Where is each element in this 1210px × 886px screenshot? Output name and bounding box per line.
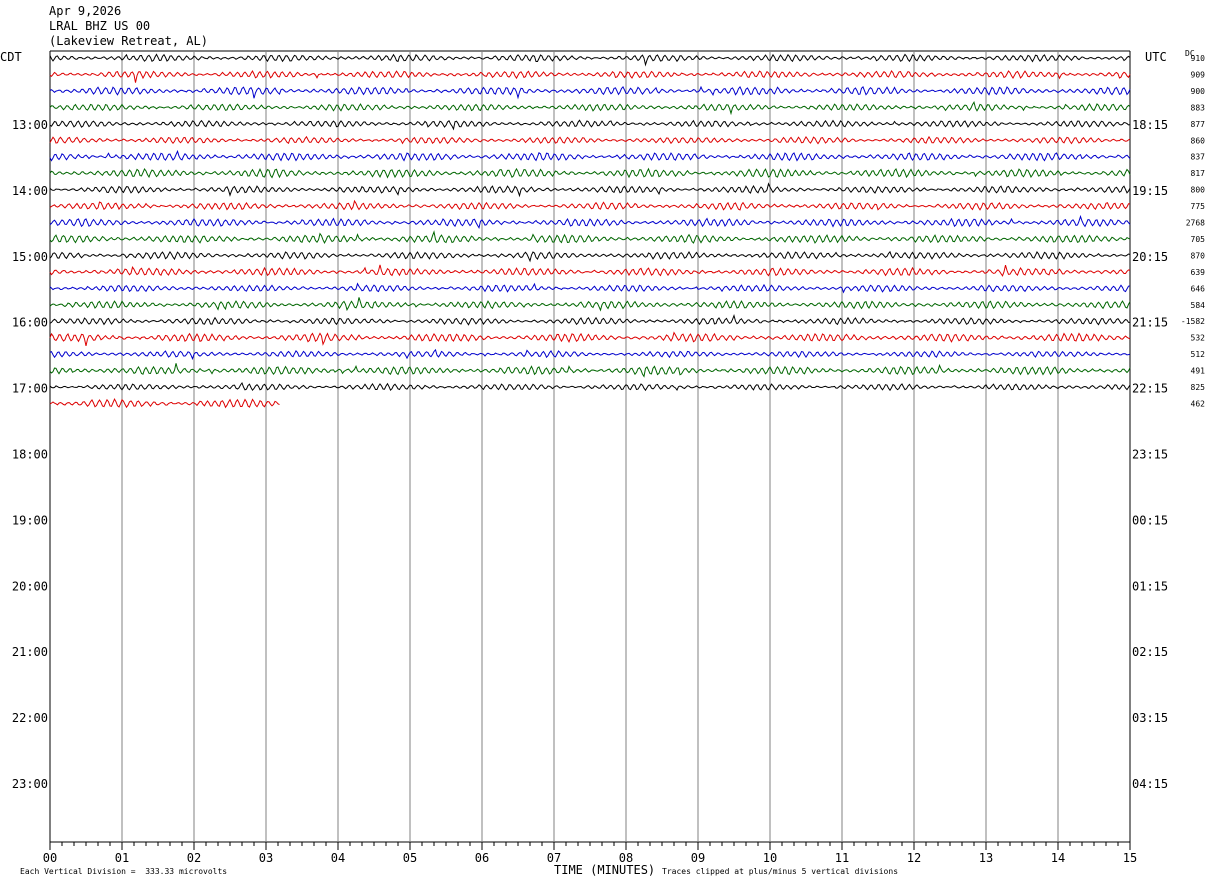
dc-offset-value: 584 (1191, 301, 1206, 310)
seismic-trace-red (49, 69, 1131, 83)
x-tick-label: 08 (619, 851, 633, 865)
dc-offset-value: 800 (1191, 186, 1206, 195)
dc-offset-value: 860 (1191, 136, 1206, 145)
seismic-trace-blue (49, 348, 1131, 361)
x-tick-label: 15 (1123, 851, 1137, 865)
seismic-trace-red (49, 199, 1131, 211)
dc-offset-value: 817 (1191, 169, 1206, 178)
scale-note: Each Vertical Division = 333.33 microvol… (20, 867, 228, 876)
right-hour-label: 18:15 (1132, 118, 1168, 132)
seismic-trace-red (49, 264, 1131, 277)
dc-offset-value: 462 (1191, 399, 1206, 408)
dc-offset-value: 870 (1191, 251, 1206, 260)
seismic-trace-black (49, 381, 1131, 392)
seismic-trace-black (49, 313, 1130, 326)
seismic-trace-green (49, 100, 1131, 116)
x-tick-label: 02 (187, 851, 201, 865)
seismic-trace-black (49, 250, 1131, 263)
x-tick-label: 06 (475, 851, 489, 865)
x-tick-label: 07 (547, 851, 561, 865)
station-code: LRAL BHZ US 00 (49, 19, 151, 33)
left-hour-label: 19:00 (12, 513, 48, 527)
right-hour-label: 19:15 (1132, 184, 1168, 198)
dc-offset-value: 705 (1191, 235, 1206, 244)
x-tick-label: 12 (907, 851, 921, 865)
seismic-trace-blue (49, 214, 1131, 230)
dc-offset-value: 837 (1191, 153, 1206, 162)
right-hour-label: 02:15 (1132, 645, 1168, 659)
right-hour-label: 01:15 (1132, 579, 1168, 593)
seismic-trace-black (49, 182, 1131, 198)
right-hour-label: 04:15 (1132, 777, 1168, 791)
left-hour-label: 21:00 (12, 645, 48, 659)
seismic-trace-red (49, 397, 280, 409)
dc-offset-header: DC (1185, 49, 1195, 58)
station-location: (Lakeview Retreat, AL) (49, 34, 208, 48)
dc-offset-value: 512 (1191, 350, 1206, 359)
x-tick-label: 14 (1051, 851, 1065, 865)
right-hour-label: 03:15 (1132, 711, 1168, 725)
dc-offset-value: 646 (1191, 284, 1206, 293)
seismic-trace-green (49, 297, 1131, 312)
left-timezone-label: CDT (0, 50, 22, 64)
seismic-trace-blue (49, 149, 1131, 162)
left-hour-label: 17:00 (12, 382, 48, 396)
dc-offset-value: 910 (1191, 54, 1206, 63)
left-hour-label: 20:00 (12, 579, 48, 593)
seismic-trace-black (49, 119, 1131, 131)
left-hour-label: 18:00 (12, 448, 48, 462)
x-axis-label: TIME (MINUTES) (554, 863, 656, 877)
left-hour-label: 23:00 (12, 777, 48, 791)
x-tick-label: 13 (979, 851, 993, 865)
x-tick-label: 09 (691, 851, 705, 865)
seismic-trace-blue (49, 282, 1131, 294)
left-hour-label: 15:00 (12, 250, 48, 264)
right-hour-label: 20:15 (1132, 250, 1168, 264)
right-hour-label: 00:15 (1132, 513, 1168, 527)
x-tick-label: 10 (763, 851, 777, 865)
right-hour-label: 21:15 (1132, 316, 1168, 330)
clip-note: Traces clipped at plus/minus 5 vertical … (662, 867, 899, 876)
dc-offset-value: 909 (1191, 70, 1206, 79)
plot-date: Apr 9,2026 (49, 4, 122, 18)
dc-offset-value: -1582 (1181, 317, 1205, 326)
right-hour-label: 23:15 (1132, 448, 1168, 462)
dc-offset-value: 2768 (1186, 219, 1205, 228)
left-hour-label: 14:00 (12, 184, 48, 198)
x-tick-label: 01 (115, 851, 129, 865)
seismic-trace-blue (49, 85, 1131, 100)
dc-offset-value: 883 (1191, 103, 1206, 112)
dc-offset-value: 877 (1191, 120, 1206, 129)
dc-offset-value: 775 (1191, 202, 1206, 211)
x-tick-label: 00 (43, 851, 57, 865)
left-hour-label: 22:00 (12, 711, 48, 725)
dc-offset-value: 491 (1191, 367, 1206, 376)
seismic-trace-green (49, 230, 1131, 245)
x-tick-label: 03 (259, 851, 273, 865)
seismic-trace-green (49, 363, 1131, 378)
dc-offset-value: 825 (1191, 383, 1206, 392)
dc-offset-value: 900 (1191, 87, 1206, 96)
x-tick-label: 04 (331, 851, 345, 865)
right-hour-label: 22:15 (1132, 382, 1168, 396)
seismic-trace-red (49, 331, 1131, 347)
left-hour-label: 13:00 (12, 118, 48, 132)
x-tick-label: 05 (403, 851, 417, 865)
seismic-trace-green (49, 167, 1131, 179)
dc-offset-value: 639 (1191, 268, 1206, 277)
x-tick-label: 11 (835, 851, 849, 865)
right-timezone-label: UTC (1145, 50, 1167, 64)
left-hour-label: 16:00 (12, 316, 48, 330)
dc-offset-value: 532 (1191, 334, 1206, 343)
seismic-trace-red (49, 135, 1131, 145)
seismic-trace-black (49, 53, 1131, 67)
